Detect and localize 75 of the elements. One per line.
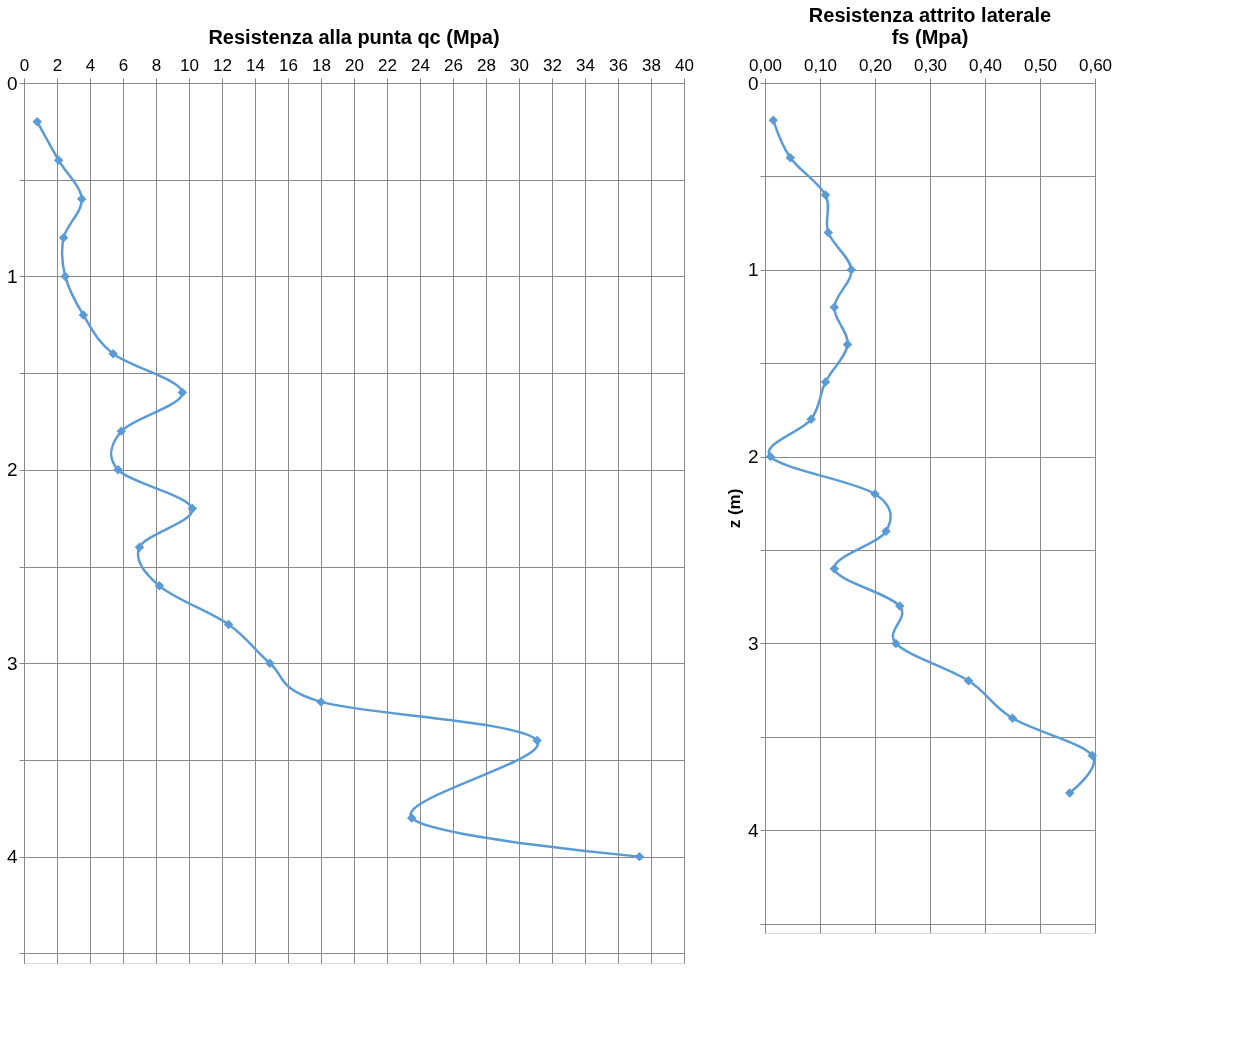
x-tick-label: 16 bbox=[279, 55, 298, 75]
point bbox=[820, 377, 831, 387]
x-tick-label: 0,50 bbox=[1023, 55, 1058, 75]
x-tick-label: 30 bbox=[510, 55, 529, 75]
point bbox=[58, 232, 69, 243]
x-tick-label: 40 bbox=[675, 55, 694, 75]
x-tick-label: 0,40 bbox=[968, 55, 1003, 75]
point bbox=[177, 387, 188, 398]
point bbox=[78, 310, 89, 320]
point bbox=[823, 227, 833, 238]
x-tick-label: 36 bbox=[609, 55, 628, 75]
point bbox=[116, 426, 127, 436]
x-tick-label: 22 bbox=[378, 55, 397, 75]
y-axis-title: z (m) bbox=[724, 488, 744, 529]
y-tick-label: 2 bbox=[6, 459, 18, 481]
x-tick-label: 24 bbox=[411, 55, 430, 75]
x-tick-label: 34 bbox=[576, 55, 595, 75]
x-tick-label: 14 bbox=[246, 55, 265, 75]
y-tick-label: 1 bbox=[747, 259, 759, 281]
point bbox=[1064, 788, 1075, 798]
x-tick-label: 8 bbox=[151, 55, 162, 75]
point bbox=[407, 813, 417, 823]
point bbox=[846, 265, 857, 275]
y-tick-label: 3 bbox=[747, 632, 759, 654]
y-tick-label: 1 bbox=[6, 265, 18, 287]
x-tick-label: 10 bbox=[180, 55, 199, 75]
point bbox=[829, 563, 840, 574]
point bbox=[77, 194, 87, 204]
x-tick-label: 28 bbox=[477, 55, 496, 75]
x-tick-label: 0,60 bbox=[1078, 55, 1113, 75]
point bbox=[223, 619, 234, 630]
y-tick-label: 2 bbox=[747, 446, 759, 468]
point bbox=[154, 581, 165, 591]
point bbox=[1087, 750, 1097, 761]
y-tick-label: 4 bbox=[747, 819, 759, 841]
y-tick-label: 4 bbox=[6, 846, 18, 868]
point bbox=[820, 190, 831, 200]
x-tick-label: 18 bbox=[312, 55, 331, 75]
x-tick-label: 0,20 bbox=[858, 55, 893, 75]
point bbox=[187, 503, 198, 514]
point bbox=[895, 601, 905, 611]
point bbox=[108, 349, 118, 359]
x-tick-label: 26 bbox=[444, 55, 463, 75]
y-tick-label: 0 bbox=[747, 72, 759, 94]
point bbox=[842, 339, 853, 350]
point bbox=[806, 414, 816, 425]
y-tick-label: 0 bbox=[6, 72, 18, 94]
point bbox=[32, 116, 42, 127]
point bbox=[53, 155, 64, 166]
x-tick-label: 0,00 bbox=[748, 55, 783, 75]
x-tick-label: 20 bbox=[345, 55, 364, 75]
x-tick-label: 38 bbox=[642, 55, 661, 75]
point bbox=[532, 735, 542, 746]
point bbox=[634, 851, 645, 862]
point bbox=[785, 152, 796, 163]
x-tick-label: 12 bbox=[213, 55, 232, 75]
point bbox=[829, 302, 840, 312]
point bbox=[1007, 713, 1018, 723]
x-tick-label: 2 bbox=[52, 55, 63, 75]
point bbox=[963, 676, 974, 686]
x-tick-label: 0,10 bbox=[803, 55, 838, 75]
point bbox=[265, 658, 275, 668]
point bbox=[134, 542, 145, 552]
point bbox=[765, 451, 776, 462]
x-tick-label: 6 bbox=[118, 55, 129, 75]
point bbox=[60, 271, 70, 282]
y-tick-label: 3 bbox=[6, 652, 18, 674]
point bbox=[891, 638, 901, 649]
chart-title: Resistenza attrito laterale fs (Mpa) bbox=[808, 4, 1052, 48]
x-tick-label: 4 bbox=[85, 55, 96, 75]
point bbox=[881, 526, 891, 537]
point bbox=[768, 115, 778, 126]
chart-title: Resistenza alla punta qc (Mpa) bbox=[208, 26, 500, 48]
x-tick-label: 32 bbox=[543, 55, 562, 75]
x-tick-label: 0,30 bbox=[913, 55, 948, 75]
